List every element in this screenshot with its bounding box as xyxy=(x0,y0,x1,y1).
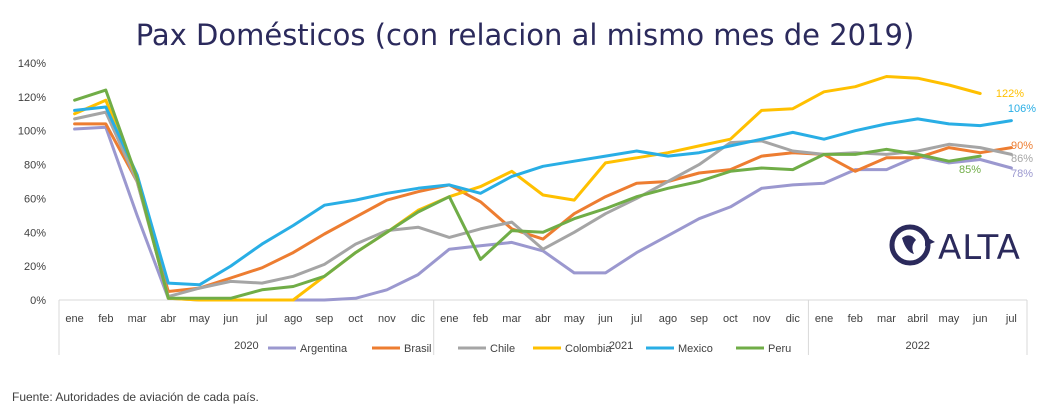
source-note: Fuente: Autoridades de aviación de cada … xyxy=(12,390,259,404)
year-label: 2021 xyxy=(609,340,633,352)
end-label-chile: 86% xyxy=(1011,153,1033,165)
y-tick-label: 140% xyxy=(18,58,46,70)
x-tick-label: ene xyxy=(440,313,458,325)
end-label-colombia: 122% xyxy=(996,88,1024,100)
series-line-brasil xyxy=(73,122,1013,293)
x-tick-label: sep xyxy=(316,313,334,325)
x-tick-label: jul xyxy=(1005,313,1017,325)
x-tick-label: mar xyxy=(877,313,896,325)
y-axis: 0% 20% 40% 60% 80% 100% 120% 140% xyxy=(18,58,46,307)
x-tick-label: ene xyxy=(815,313,833,325)
y-tick-label: 120% xyxy=(18,92,46,104)
alta-logo: ALTA xyxy=(889,224,1021,268)
end-label-mexico: 106% xyxy=(1008,103,1036,115)
y-tick-label: 100% xyxy=(18,126,46,138)
x-tick-label: mar xyxy=(128,313,147,325)
logo-plane-icon xyxy=(925,236,935,246)
x-tick-label: sep xyxy=(690,313,708,325)
legend: Argentina Brasil Chile Colombia Mexico Peru xyxy=(268,343,791,355)
x-tick-label: dic xyxy=(786,313,801,325)
series-line-chile xyxy=(73,110,1013,299)
x-tick-label: ago xyxy=(284,313,302,325)
logo-map-icon xyxy=(902,235,916,254)
x-tick-label: jun xyxy=(222,313,238,325)
legend-label-argentina: Argentina xyxy=(300,343,348,355)
legend-label-peru: Peru xyxy=(768,343,791,355)
y-tick-label: 0% xyxy=(30,295,46,307)
series-lines xyxy=(73,75,1013,302)
y-tick-label: 20% xyxy=(24,261,46,273)
legend-label-brasil: Brasil xyxy=(404,343,432,355)
x-tick-label: oct xyxy=(723,313,738,325)
x-tick-label: feb xyxy=(473,313,488,325)
x-tick-label: jun xyxy=(597,313,613,325)
x-tick-label: ene xyxy=(65,313,83,325)
x-tick-label: may xyxy=(189,313,210,325)
x-tick-label: feb xyxy=(98,313,113,325)
end-label-argentina: 78% xyxy=(1011,168,1033,180)
x-tick-label: feb xyxy=(848,313,863,325)
x-axis: ene feb mar abr may jun jul ago sep oct nov dic ene f… xyxy=(65,313,1016,325)
y-tick-label: 40% xyxy=(24,227,46,239)
x-tick-label: nov xyxy=(753,313,771,325)
logo-text: ALTA xyxy=(938,228,1021,268)
legend-label-mexico: Mexico xyxy=(678,343,713,355)
x-tick-label: dic xyxy=(411,313,426,325)
year-label: 2022 xyxy=(905,340,929,352)
y-tick-label: 60% xyxy=(24,193,46,205)
x-tick-label: may xyxy=(564,313,585,325)
x-tick-label: nov xyxy=(378,313,396,325)
x-tick-label: may xyxy=(939,313,960,325)
x-tick-label: jun xyxy=(972,313,988,325)
x-tick-label: jul xyxy=(255,313,267,325)
logo-globe-icon xyxy=(889,224,931,266)
x-tick-label: abr xyxy=(535,313,551,325)
year-labels: 2020 2021 2022 xyxy=(234,340,930,352)
x-tick-label: mar xyxy=(502,313,521,325)
x-tick-label: oct xyxy=(348,313,363,325)
x-tick-label: abr xyxy=(160,313,176,325)
x-tick-label: ago xyxy=(659,313,677,325)
series-line-mexico xyxy=(73,105,1013,287)
end-label-peru: 85% xyxy=(959,164,981,176)
year-label: 2020 xyxy=(234,340,258,352)
x-tick-label: jul xyxy=(630,313,642,325)
chart-title: Pax Domésticos (con relacion al mismo me… xyxy=(136,18,915,52)
y-tick-label: 80% xyxy=(24,160,46,172)
legend-label-colombia: Colombia xyxy=(565,343,612,355)
x-tick-label: abril xyxy=(907,313,928,325)
end-label-brasil: 90% xyxy=(1011,140,1033,152)
legend-label-chile: Chile xyxy=(490,343,515,355)
series-line-peru xyxy=(73,88,982,300)
series-line-colombia xyxy=(73,75,982,302)
end-labels: 78% 90%86% 122% 106% 85% xyxy=(959,88,1036,180)
